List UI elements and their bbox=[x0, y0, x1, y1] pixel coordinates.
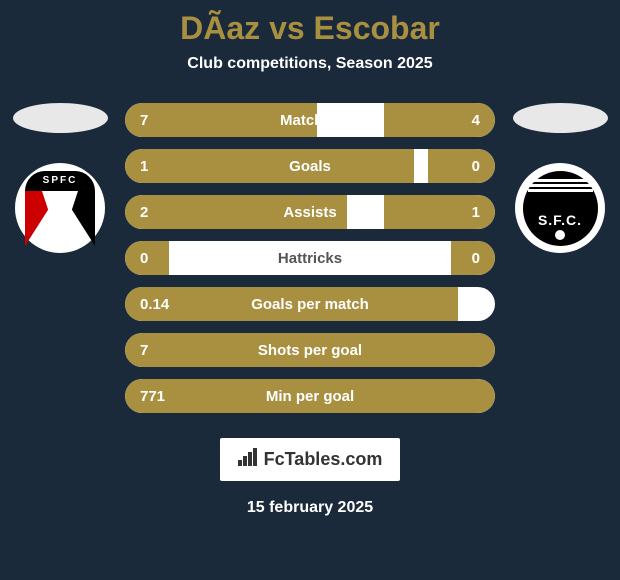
stat-value-left: 1 bbox=[140, 158, 148, 175]
main-area: SPFC 7 4 Matches 1 0 Goals 2 1 Assists 0 0 Hattrick… bbox=[0, 103, 620, 413]
stat-row: 2 1 Assists bbox=[125, 195, 495, 229]
stat-value-left: 7 bbox=[140, 112, 148, 129]
stat-label: Shots per goal bbox=[258, 342, 362, 359]
stats-column: 7 4 Matches 1 0 Goals 2 1 Assists 0 0 Hattricks 0.14… bbox=[125, 103, 495, 413]
stat-value-right: 0 bbox=[472, 158, 480, 175]
player-right-ellipse bbox=[513, 103, 608, 133]
stat-row: 7 Shots per goal bbox=[125, 333, 495, 367]
stat-value-right: 1 bbox=[472, 204, 480, 221]
spfc-shield-body bbox=[25, 191, 95, 246]
santos-shield-icon: S.F.C. bbox=[523, 171, 598, 246]
stat-row: 0 0 Hattricks bbox=[125, 241, 495, 275]
spfc-badge-text: SPFC bbox=[25, 171, 95, 191]
stat-bar-left bbox=[125, 149, 414, 183]
stat-label: Goals bbox=[289, 158, 331, 175]
player-left-ellipse bbox=[13, 103, 108, 133]
fctables-logo[interactable]: FcTables.com bbox=[220, 438, 401, 481]
stat-value-left: 0 bbox=[140, 250, 148, 267]
stat-value-right: 4 bbox=[472, 112, 480, 129]
stat-row: 7 4 Matches bbox=[125, 103, 495, 137]
stat-row: 1 0 Goals bbox=[125, 149, 495, 183]
stat-label: Hattricks bbox=[278, 250, 342, 267]
stat-label: Goals per match bbox=[251, 296, 369, 313]
stat-label: Matches bbox=[280, 112, 340, 129]
stat-value-left: 0.14 bbox=[140, 296, 169, 313]
page-subtitle: Club competitions, Season 2025 bbox=[187, 55, 432, 73]
chart-icon bbox=[238, 448, 258, 471]
stat-value-left: 2 bbox=[140, 204, 148, 221]
stat-label: Min per goal bbox=[266, 388, 354, 405]
badge-santos: S.F.C. bbox=[515, 163, 605, 253]
team-left-column: SPFC bbox=[10, 103, 110, 253]
stat-value-left: 7 bbox=[140, 342, 148, 359]
stat-label: Assists bbox=[283, 204, 336, 221]
badge-spfc: SPFC bbox=[15, 163, 105, 253]
stat-row: 771 Min per goal bbox=[125, 379, 495, 413]
santos-stripes bbox=[528, 179, 593, 199]
santos-badge-text: S.F.C. bbox=[538, 212, 582, 228]
stat-bar-right bbox=[428, 149, 495, 183]
date-text: 15 february 2025 bbox=[247, 499, 373, 517]
page-title: DÃ­az vs Escobar bbox=[180, 10, 440, 47]
spfc-shield-icon: SPFC bbox=[25, 171, 95, 246]
santos-ball-icon bbox=[555, 230, 565, 240]
team-right-column: S.F.C. bbox=[510, 103, 610, 253]
main-container: DÃ­az vs Escobar Club competitions, Seas… bbox=[0, 0, 620, 580]
stat-value-left: 771 bbox=[140, 388, 165, 405]
stat-row: 0.14 Goals per match bbox=[125, 287, 495, 321]
stat-value-right: 0 bbox=[472, 250, 480, 267]
logo-text: FcTables.com bbox=[264, 449, 383, 470]
